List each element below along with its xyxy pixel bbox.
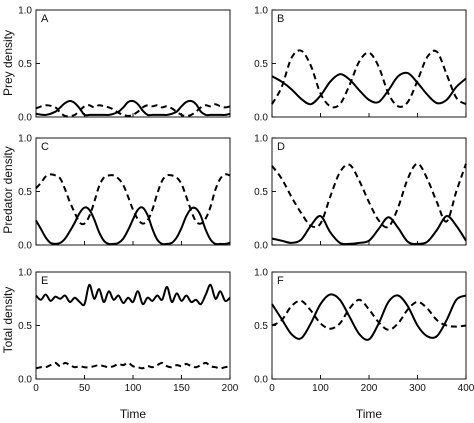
panel-a: 0.0 0.5 1.0 A xyxy=(18,6,231,124)
panel-e: 0.0 0.5 1.0 0 50 100 150 200 E xyxy=(18,268,239,395)
y-tick-label-a: 0.0 xyxy=(18,113,32,124)
y-tick-label-c: 1.0 xyxy=(18,134,32,145)
y-tick-label-d: 0.5 xyxy=(254,187,268,198)
series-line-dashed-c xyxy=(35,173,231,226)
y-tick-label-b: 0.0 xyxy=(254,113,268,124)
series-line-solid-b xyxy=(271,71,467,106)
series-line-solid-f xyxy=(271,293,467,341)
series-line-solid-c xyxy=(35,206,231,246)
series-line-dashed-e xyxy=(35,361,231,370)
y-tick-label-e: 0.5 xyxy=(18,321,32,332)
series-line-solid-d xyxy=(271,215,467,246)
y-tick-label-b: 1.0 xyxy=(254,6,268,17)
panel-letter-f: F xyxy=(277,275,284,287)
y-tick-label-b: 0.5 xyxy=(254,59,268,70)
x-tick-label-e: 100 xyxy=(125,383,142,394)
panel-letter-c: C xyxy=(41,141,49,153)
xlabel-left: Time xyxy=(120,407,147,421)
panel-f: 0.0 0.5 1.0 0 100 200 300 400 F xyxy=(254,268,474,395)
row-ylabel-total: Total density xyxy=(1,287,15,354)
y-tick-label-e: 1.0 xyxy=(18,268,32,279)
plot-frame-f xyxy=(271,271,467,380)
y-tick-label-f: 0.0 xyxy=(254,375,268,386)
series-line-solid-e xyxy=(35,283,231,307)
xlabel-right: Time xyxy=(356,407,383,421)
x-tick-label-f: 200 xyxy=(361,383,378,394)
x-tick-label-e: 150 xyxy=(173,383,190,394)
panel-letter-e: E xyxy=(41,275,48,287)
y-tick-label-f: 0.5 xyxy=(254,321,268,332)
x-tick-label-e: 0 xyxy=(33,383,39,394)
panel-letter-a: A xyxy=(41,13,49,25)
x-tick-label-e: 50 xyxy=(79,383,91,394)
series-line-dashed-d xyxy=(271,162,467,229)
series-line-dashed-b xyxy=(271,49,467,109)
x-tick-label-f: 100 xyxy=(312,383,329,394)
panel-b: 0.0 0.5 1.0 B xyxy=(254,6,467,124)
panel-letter-b: B xyxy=(277,13,284,25)
row-ylabel-prey: Prey density xyxy=(1,30,15,96)
series-line-dashed-f xyxy=(271,298,467,331)
y-tick-label-a: 1.0 xyxy=(18,6,32,17)
y-tick-label-c: 0.0 xyxy=(18,241,32,252)
y-tick-label-a: 0.5 xyxy=(18,59,32,70)
row-ylabel-predator: Predator density xyxy=(1,146,15,233)
panel-letter-d: D xyxy=(277,141,285,153)
y-tick-label-e: 0.0 xyxy=(18,375,32,386)
y-tick-label-d: 0.0 xyxy=(254,241,268,252)
x-tick-label-f: 300 xyxy=(409,383,426,394)
y-tick-label-c: 0.5 xyxy=(18,187,32,198)
panel-d: 0.0 0.5 1.0 D xyxy=(254,134,467,252)
x-tick-label-f: 400 xyxy=(458,383,474,394)
y-tick-label-f: 1.0 xyxy=(254,268,268,279)
x-tick-label-e: 200 xyxy=(222,383,239,394)
series-line-dashed-a xyxy=(35,103,231,118)
panel-c: 0.0 0.5 1.0 C xyxy=(18,134,231,252)
x-tick-label-f: 0 xyxy=(269,383,275,394)
y-tick-label-d: 1.0 xyxy=(254,134,268,145)
